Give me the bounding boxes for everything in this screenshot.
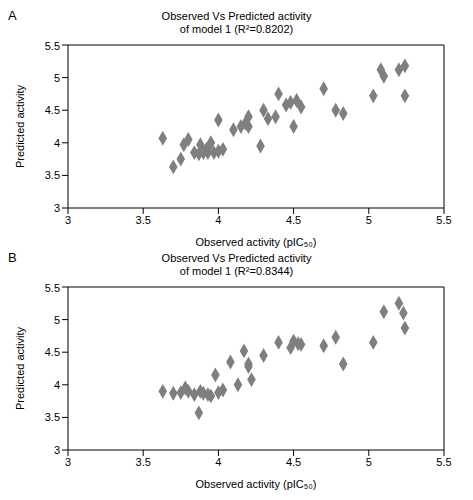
html-text:Observed Vs Predicted activity: Observed Vs Predicted activity [161, 252, 312, 264]
svg-text:4.5: 4.5 [45, 346, 60, 358]
html-text:Observed Vs Predicted activity: Observed Vs Predicted activity [161, 10, 312, 22]
svg-text:3: 3 [54, 202, 60, 214]
svg-text:4: 4 [215, 214, 221, 226]
html-text:A: A [8, 8, 17, 23]
html-text:of model 1 (R²=0.8202): of model 1 (R²=0.8202) [179, 23, 294, 35]
svg-text:5: 5 [366, 456, 372, 468]
svg-text:5: 5 [366, 214, 372, 226]
svg-text:4: 4 [54, 137, 60, 149]
svg-text:4.5: 4.5 [286, 214, 301, 226]
svg-text:Predicted activity: Predicted activity [14, 326, 26, 410]
html-text:B: B [8, 250, 17, 265]
svg-text:5.5: 5.5 [45, 40, 60, 52]
svg-text:5.5: 5.5 [45, 282, 60, 294]
svg-text:3.5: 3.5 [136, 214, 151, 226]
svg-text:Observed activity (pIC₅₀): Observed activity (pIC₅₀) [196, 478, 317, 490]
svg-text:5: 5 [54, 72, 60, 84]
svg-text:3.5: 3.5 [45, 169, 60, 181]
svg-text:3: 3 [65, 214, 71, 226]
html-text:of model 1 (R²=0.8344): of model 1 (R²=0.8344) [179, 265, 294, 277]
svg-text:Predicted activity: Predicted activity [14, 84, 26, 168]
svg-text:5: 5 [54, 314, 60, 326]
svg-text:3: 3 [54, 444, 60, 456]
svg-text:3: 3 [65, 456, 71, 468]
svg-text:4: 4 [215, 456, 221, 468]
svg-text:5.5: 5.5 [436, 214, 451, 226]
svg-text:3.5: 3.5 [45, 411, 60, 423]
svg-text:4.5: 4.5 [286, 456, 301, 468]
svg-text:3.5: 3.5 [136, 456, 151, 468]
svg-text:4: 4 [54, 379, 60, 391]
svg-text:4.5: 4.5 [45, 104, 60, 116]
svg-text:Observed activity (pIC₅₀): Observed activity (pIC₅₀) [196, 236, 317, 248]
svg-text:5.5: 5.5 [436, 456, 451, 468]
